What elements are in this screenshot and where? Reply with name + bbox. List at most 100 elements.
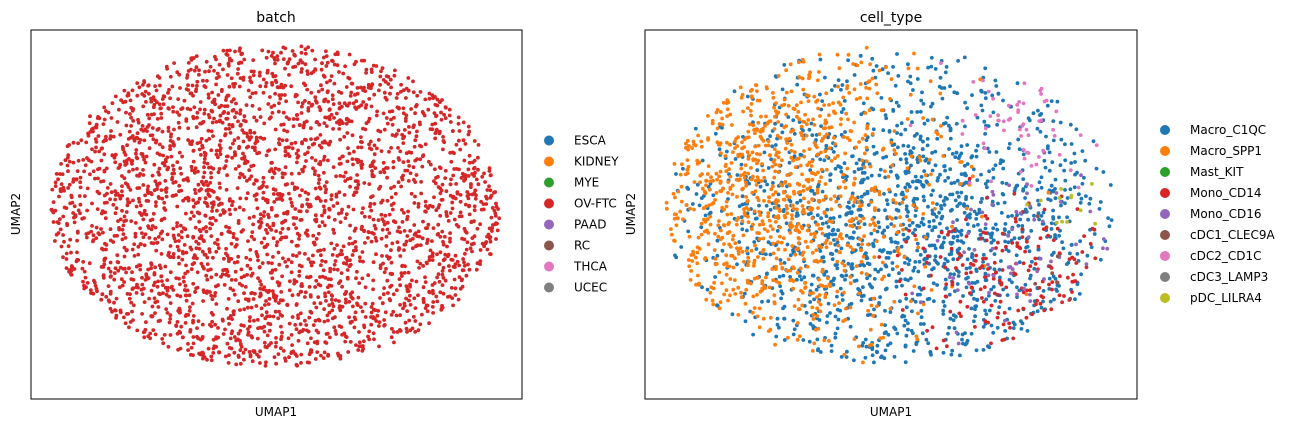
data-point xyxy=(305,72,310,76)
data-point xyxy=(431,300,436,304)
data-point xyxy=(299,218,304,222)
data-point xyxy=(398,303,402,307)
data-point xyxy=(382,286,386,290)
data-point xyxy=(82,283,86,288)
data-point xyxy=(430,93,435,97)
data-point xyxy=(322,247,326,252)
data-point xyxy=(798,198,803,203)
data-point xyxy=(951,257,956,262)
data-point xyxy=(746,263,750,268)
data-point xyxy=(670,232,674,237)
data-point xyxy=(139,203,143,208)
data-point xyxy=(407,298,411,303)
data-point xyxy=(330,294,334,298)
data-point xyxy=(382,323,386,328)
data-point xyxy=(120,189,124,194)
data-point xyxy=(808,185,813,190)
data-point xyxy=(135,93,140,98)
data-point xyxy=(830,232,835,237)
data-point xyxy=(291,117,296,121)
data-point xyxy=(167,320,172,325)
data-point xyxy=(904,226,909,231)
data-point xyxy=(51,210,56,215)
data-point xyxy=(871,144,876,149)
data-point xyxy=(383,80,388,84)
data-point xyxy=(357,340,362,345)
data-point xyxy=(85,281,90,285)
data-point xyxy=(338,356,343,361)
data-point xyxy=(295,231,300,236)
data-point xyxy=(205,189,210,193)
data-point xyxy=(795,181,800,186)
data-point xyxy=(894,279,899,284)
data-point xyxy=(198,107,202,112)
data-point xyxy=(476,155,480,160)
data-point xyxy=(447,113,452,118)
data-point xyxy=(1014,253,1019,258)
data-point xyxy=(743,319,748,324)
data-point xyxy=(228,146,233,150)
data-point xyxy=(846,200,851,205)
data-point xyxy=(101,122,106,126)
data-point xyxy=(283,66,287,71)
data-point xyxy=(205,262,210,266)
data-point xyxy=(770,144,775,149)
data-point xyxy=(1035,187,1040,192)
data-point xyxy=(741,109,745,114)
data-point xyxy=(146,267,151,272)
data-point xyxy=(926,161,931,165)
data-point xyxy=(387,212,392,217)
data-point xyxy=(989,287,994,292)
data-point xyxy=(259,306,264,311)
data-point xyxy=(168,270,173,275)
data-point xyxy=(124,210,129,214)
data-point xyxy=(303,152,307,157)
data-point xyxy=(919,315,924,320)
data-point xyxy=(123,181,128,186)
data-point xyxy=(171,109,176,114)
data-point xyxy=(233,153,237,158)
data-point xyxy=(381,292,386,297)
data-point xyxy=(186,348,191,352)
data-point xyxy=(1018,217,1023,222)
data-point xyxy=(56,177,60,182)
data-point xyxy=(854,97,859,101)
data-point xyxy=(265,333,270,338)
data-point xyxy=(851,62,855,66)
data-point xyxy=(693,126,698,131)
data-point xyxy=(418,322,423,327)
data-point xyxy=(132,242,137,247)
data-point xyxy=(865,256,870,260)
data-point xyxy=(292,278,297,283)
data-point xyxy=(374,113,379,118)
data-point xyxy=(289,260,294,265)
data-point xyxy=(270,289,275,293)
data-point xyxy=(240,128,245,133)
data-point xyxy=(359,58,364,63)
data-point xyxy=(155,74,160,79)
data-point xyxy=(904,160,909,165)
data-point xyxy=(327,310,332,315)
data-point xyxy=(832,136,836,140)
data-point xyxy=(178,223,183,228)
data-point xyxy=(226,111,231,116)
data-point xyxy=(151,137,156,142)
data-point xyxy=(466,262,470,267)
data-point xyxy=(451,303,455,308)
data-point xyxy=(116,260,121,265)
data-point xyxy=(162,200,167,205)
data-point xyxy=(231,288,236,293)
data-point xyxy=(383,213,388,218)
data-point xyxy=(883,308,887,313)
data-point xyxy=(278,230,283,235)
data-point xyxy=(321,268,326,273)
data-point xyxy=(488,188,493,193)
data-point xyxy=(340,207,344,212)
data-point xyxy=(121,100,125,105)
data-point xyxy=(64,257,69,261)
data-point xyxy=(224,159,229,163)
data-point xyxy=(881,248,886,252)
data-point xyxy=(254,304,259,308)
data-point xyxy=(291,65,295,69)
data-point xyxy=(880,67,885,72)
